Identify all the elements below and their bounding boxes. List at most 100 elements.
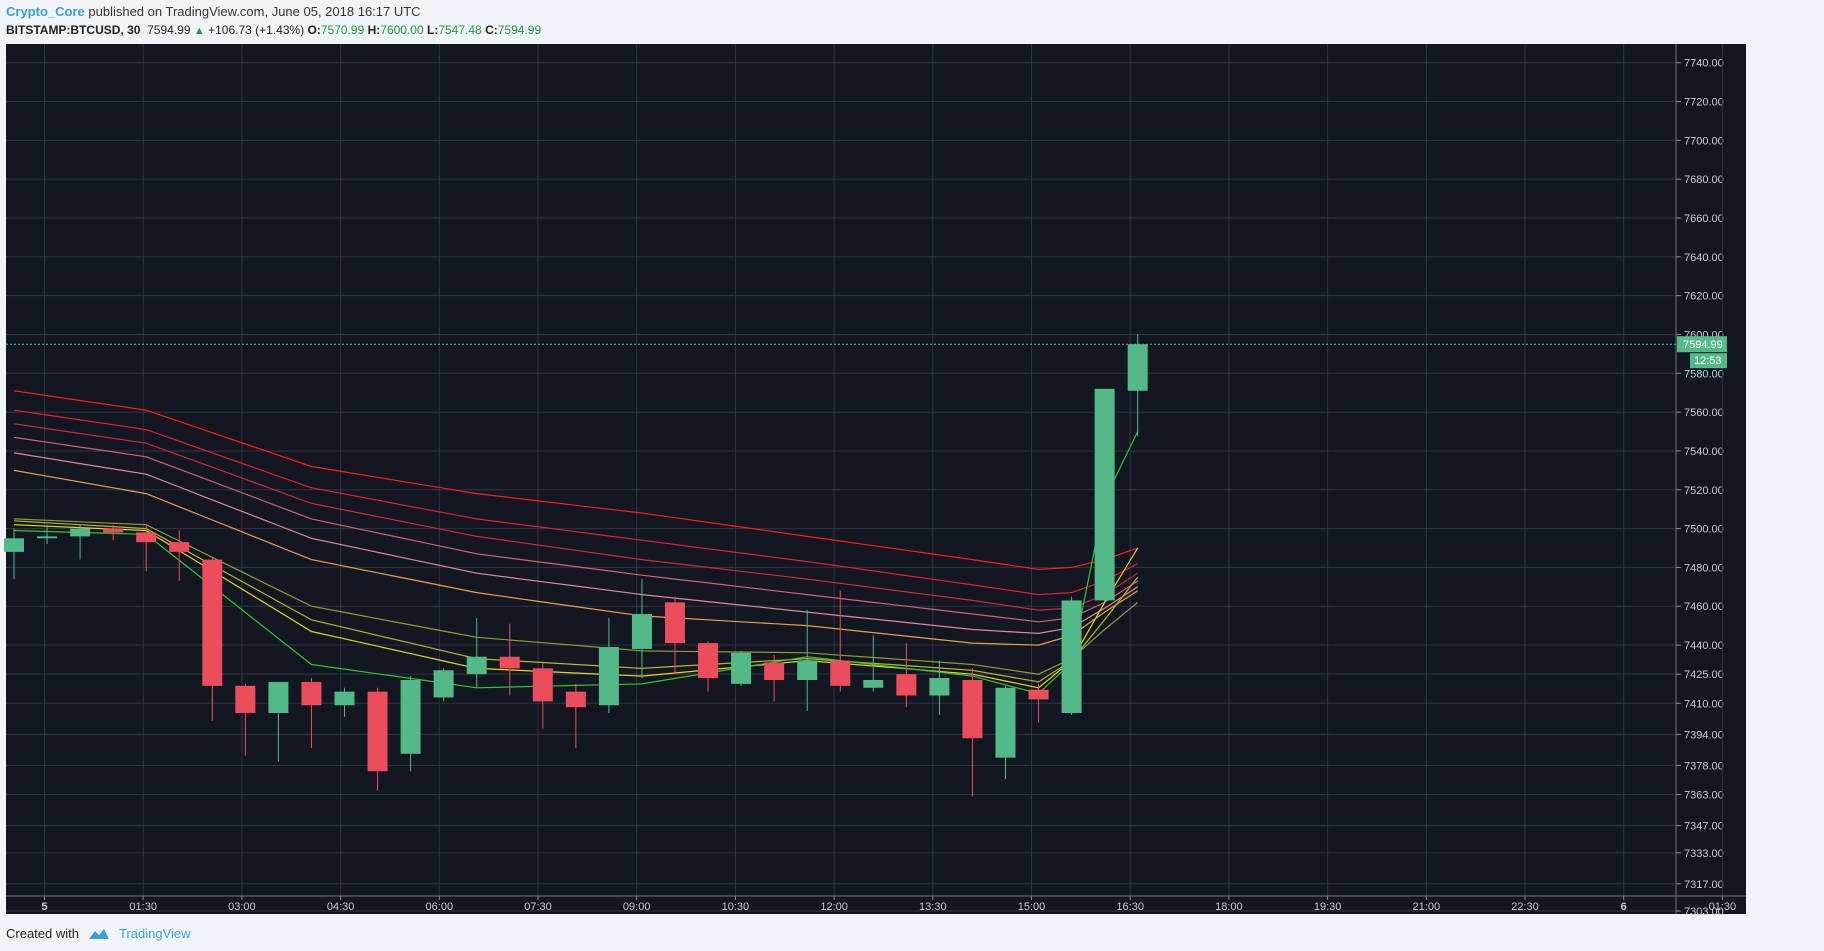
close-label: C: [485, 23, 498, 37]
candle-body [268, 681, 289, 713]
candle-body [698, 643, 719, 679]
candle-body [797, 660, 818, 680]
high-label: H: [367, 23, 381, 37]
last-price-label: 7594.99 [1683, 339, 1723, 351]
ma-ribbon-line [13, 524, 1139, 689]
price-tick-label: 7660.00 [1684, 213, 1724, 225]
price-change: +106.73 (+1.43%) [208, 23, 305, 37]
price-tick-label: 7620.00 [1684, 291, 1724, 303]
candle-body [499, 656, 520, 669]
price-tick-label: 7317.00 [1684, 879, 1724, 891]
symbol-quote-bar: BITSTAMP:BTCUSD, 30 7594.99 ▲ +106.73 (+… [6, 22, 541, 39]
price-tick-label: 7500.00 [1684, 524, 1724, 536]
price-tick-label: 7394.00 [1684, 729, 1724, 741]
time-tick-label: 6 [1621, 901, 1627, 913]
candle-body [169, 542, 190, 552]
time-tick-label: 01:30 [1709, 901, 1737, 913]
last-price-label-bg [1677, 336, 1727, 353]
price-tick-label: 7480.00 [1684, 562, 1724, 574]
low-label: L: [427, 23, 439, 37]
candle-body [1028, 689, 1049, 700]
time-tick-label: 03:00 [228, 901, 256, 913]
candle-body [631, 614, 652, 649]
price-tick-label: 7700.00 [1684, 135, 1724, 147]
candle-body [598, 647, 619, 706]
candle-body [400, 680, 421, 754]
symbol-label: BITSTAMP:BTCUSD, 30 [6, 23, 141, 37]
candle-body [1061, 600, 1082, 713]
candle-body [70, 528, 91, 537]
candle-body [4, 538, 24, 552]
time-tick-label: 10:30 [722, 901, 750, 913]
ma-ribbon-line [13, 520, 1139, 683]
time-tick-label: 5 [41, 901, 47, 913]
candle-body [929, 678, 950, 696]
candle-body [896, 674, 917, 696]
up-arrow-icon: ▲ [193, 25, 205, 37]
price-tick-label: 7520.00 [1684, 485, 1724, 497]
publish-header: Crypto_Core published on TradingView.com… [6, 4, 421, 20]
candle-body [367, 691, 388, 772]
time-tick-label: 07:30 [524, 901, 552, 913]
time-tick-label: 12:00 [820, 901, 848, 913]
chart-background [6, 44, 1746, 914]
ma-ribbon-line [13, 436, 1139, 623]
ma-ribbon-line [13, 452, 1139, 635]
time-tick-label: 15:00 [1018, 901, 1046, 913]
candle-body [301, 681, 322, 706]
candle-body [466, 656, 487, 675]
time-tick-label: 13:30 [919, 901, 947, 913]
price-tick-label: 7347.00 [1684, 821, 1724, 833]
price-tick-label: 7560.00 [1684, 407, 1724, 419]
time-tick-label: 19:30 [1314, 901, 1342, 913]
candle-body [532, 668, 553, 702]
ma-ribbon-line [13, 469, 1139, 646]
price-tick-label: 7580.00 [1684, 368, 1724, 380]
ma-ribbon-line [13, 390, 1138, 571]
candle-body [1127, 344, 1148, 391]
time-tick-label: 06:00 [426, 901, 454, 913]
ma-ribbon-line [13, 409, 1138, 596]
candle-body [103, 528, 124, 533]
open-label: O: [307, 23, 321, 37]
candle-body [334, 691, 355, 706]
candle-body [731, 652, 752, 684]
candle-body [995, 687, 1016, 758]
candle-countdown-label: 12:53 [1694, 355, 1722, 367]
candle-body [863, 680, 884, 688]
last-price: 7594.99 [147, 23, 191, 37]
time-tick-label: 22:30 [1511, 901, 1539, 913]
price-tick-label: 7378.00 [1684, 760, 1724, 772]
price-tick-label: 7410.00 [1684, 698, 1724, 710]
candle-body [37, 536, 58, 539]
candle-body [235, 685, 256, 713]
footer-credit: Created with TradingView [6, 926, 191, 941]
candle-body [962, 680, 983, 739]
price-tick-label: 7425.00 [1684, 669, 1724, 681]
price-tick-label: 7680.00 [1684, 174, 1724, 186]
time-tick-label: 04:30 [327, 901, 355, 913]
tradingview-link[interactable]: TradingView [118, 926, 191, 941]
candle-body [202, 559, 223, 686]
candle-body [136, 532, 157, 543]
candle-body [764, 662, 785, 680]
open-value: 7570.99 [320, 23, 365, 37]
ma-ribbon-line [13, 518, 1139, 675]
time-tick-label: 01:30 [129, 901, 157, 913]
candle-body [565, 691, 586, 708]
time-tick-label: 09:00 [623, 901, 651, 913]
price-tick-label: 7740.00 [1684, 58, 1724, 70]
price-tick-label: 7720.00 [1684, 97, 1724, 109]
publish-info: published on TradingView.com, June 05, 2… [88, 4, 421, 19]
price-tick-label: 7363.00 [1684, 790, 1724, 802]
time-tick-label: 21:00 [1413, 901, 1441, 913]
price-tick-label: 7640.00 [1684, 252, 1724, 264]
price-tick-label: 7440.00 [1684, 640, 1724, 652]
candle-body [433, 670, 454, 698]
created-with-label: Created with [6, 926, 79, 941]
author-link[interactable]: Crypto_Core [6, 4, 85, 19]
candle-body [1094, 388, 1115, 601]
time-tick-label: 16:30 [1116, 901, 1144, 913]
price-tick-label: 7333.00 [1684, 848, 1724, 860]
